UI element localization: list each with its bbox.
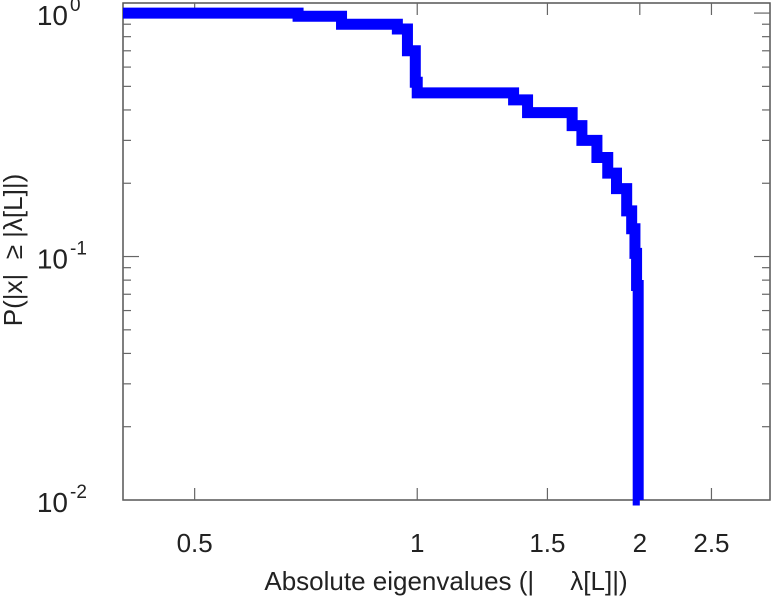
y-tick-label-exponent: 0 [70, 0, 81, 16]
x-tick-label: 1.5 [529, 528, 565, 558]
x-tick-label: 0.5 [177, 528, 213, 558]
plot-area [122, 2, 771, 501]
x-axis-label: Absolute eigenvalues (| λ[L]|) [264, 566, 627, 596]
y-tick-label: 10 [37, 487, 68, 518]
y-tick-label: 10 [37, 0, 68, 31]
y-axis-label: P(|x| ≥ |λ[L]|) [0, 174, 28, 327]
series-line [123, 7, 644, 506]
x-tick-label: 2.5 [693, 528, 729, 558]
series-group [123, 7, 644, 506]
x-tick-label: 1 [410, 528, 424, 558]
y-tick-label: 10 [37, 244, 68, 275]
y-tick-label-exponent: -2 [70, 482, 87, 503]
y-tick-label-exponent: -1 [70, 239, 87, 260]
x-tick-label: 2 [633, 528, 647, 558]
